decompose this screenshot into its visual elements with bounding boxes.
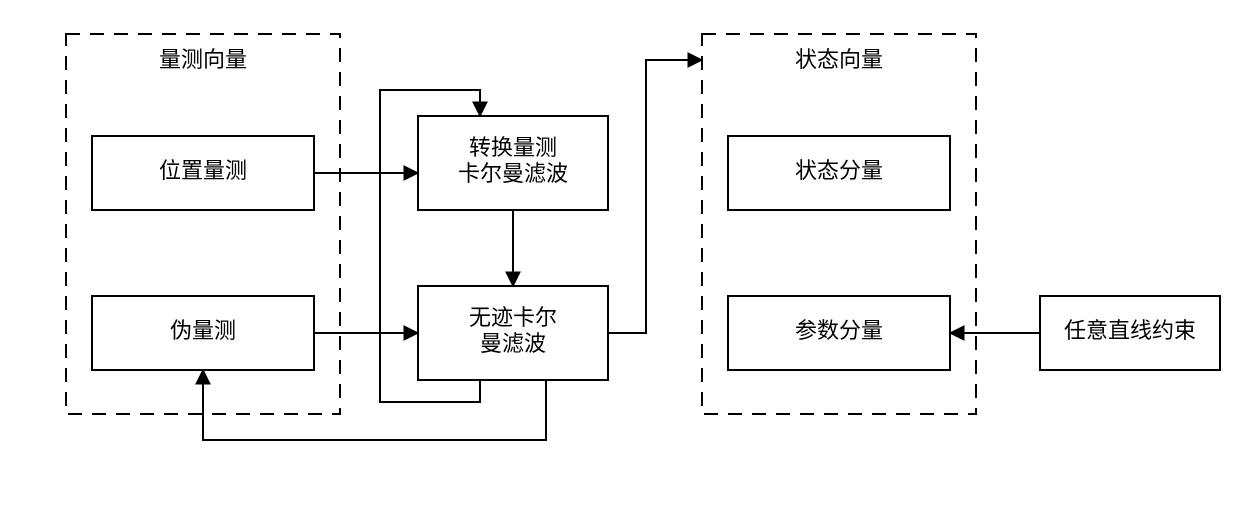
title-dashed_right: 状态向量: [795, 47, 883, 72]
label-cmkf-line0: 转换量测: [469, 135, 557, 160]
label-pos_meas: 位置量测: [159, 158, 247, 183]
label-ukf-line1: 曼滤波: [480, 331, 546, 356]
label-param_comp: 参数分量: [795, 318, 883, 343]
title-dashed_left: 量测向量: [159, 47, 247, 72]
label-state_comp: 状态分量: [795, 158, 883, 183]
label-ukf-line0: 无迹卡尔: [469, 305, 557, 330]
label-cmkf-line1: 卡尔曼滤波: [458, 161, 568, 186]
label-pseudo: 伪量测: [170, 318, 236, 343]
label-line_constr: 任意直线约束: [1064, 318, 1196, 343]
edge-e6: [608, 60, 702, 333]
